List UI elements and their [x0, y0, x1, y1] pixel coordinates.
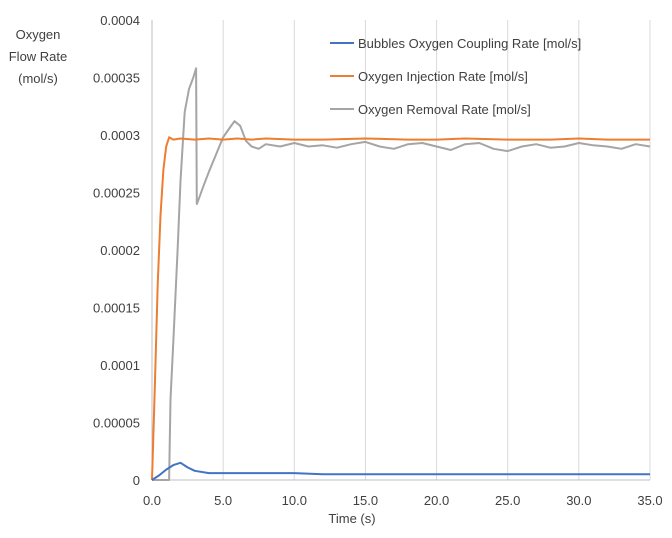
y-tick-label: 0.00015 [93, 301, 140, 316]
x-tick-label: 20.0 [424, 493, 449, 508]
series-line-injection-rate-line [151, 136, 650, 481]
y-tick-label: 0.0002 [100, 243, 140, 258]
legend-label: Oxygen Injection Rate [mol/s] [358, 69, 528, 84]
y-tick-label: 0.00025 [93, 186, 140, 201]
y-tick-label: 0.00005 [93, 416, 140, 431]
x-axis-label: Time (s) [328, 511, 376, 526]
x-tick-label: 25.0 [495, 493, 520, 508]
y-axis-label: Oxygen Flow Rate (mol/s) [8, 27, 68, 86]
x-tick-label: 0.0 [143, 493, 161, 508]
series-line-removal-rate-line [152, 67, 651, 481]
x-tick-label: 10.0 [282, 493, 307, 508]
y-tick-label: 0.0004 [100, 13, 140, 28]
x-tick-label: 5.0 [214, 493, 232, 508]
y-tick-label: 0.0001 [100, 358, 140, 373]
legend-label: Bubbles Oxygen Coupling Rate [mol/s] [358, 36, 581, 51]
y-tick-label: 0 [133, 473, 140, 488]
x-tick-label: 35.0 [637, 493, 662, 508]
x-tick-label: 15.0 [353, 493, 378, 508]
y-tick-label: 0.00035 [93, 71, 140, 86]
y-tick-label: 0.0003 [100, 128, 140, 143]
series-line-coupling-rate-line [151, 461, 650, 481]
x-tick-label: 30.0 [566, 493, 591, 508]
legend-label: Oxygen Removal Rate [mol/s] [358, 102, 531, 117]
